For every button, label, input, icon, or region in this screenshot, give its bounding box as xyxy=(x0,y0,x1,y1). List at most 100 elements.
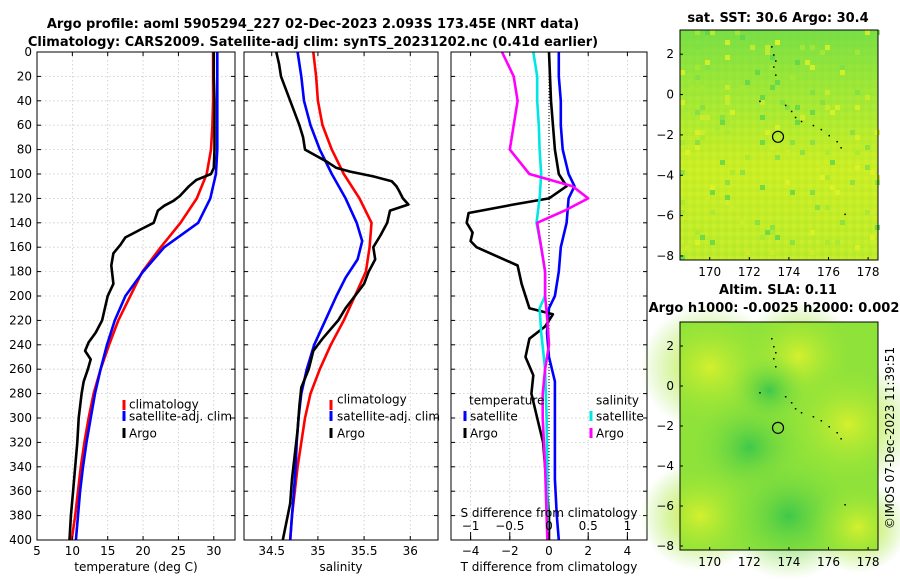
sst-cell xyxy=(725,120,730,125)
difference-xlabel-top: S difference from climatology xyxy=(461,506,638,520)
island-dot xyxy=(790,402,793,404)
sst-cell xyxy=(715,125,720,130)
sla-map-title-line1: Altim. SLA: 0.11 xyxy=(719,283,837,298)
sst-cell xyxy=(720,115,725,120)
x-tick-label: 170 xyxy=(698,265,721,279)
sst-cell xyxy=(725,200,730,205)
y-tick-label: 100 xyxy=(9,167,32,181)
sst-cell xyxy=(865,95,870,100)
island-dot xyxy=(820,128,823,131)
sst-cell xyxy=(700,135,705,140)
sst-cell xyxy=(865,30,870,35)
y-tick-label: −8 xyxy=(656,249,674,263)
sla-map-title-line2: Argo h1000: -0.0025 h2000: 0.002 xyxy=(649,301,900,316)
sst-cell xyxy=(870,170,875,175)
island-dot xyxy=(771,46,773,48)
sst-cell xyxy=(770,250,775,255)
y-tick-label: −2 xyxy=(656,128,674,142)
sst-cell xyxy=(705,115,710,120)
y-tick-label: −8 xyxy=(656,539,674,553)
sst-cell xyxy=(745,250,750,255)
sst-cell xyxy=(775,130,780,135)
x-tick-label: 15 xyxy=(100,544,115,558)
sst-cell xyxy=(725,85,730,90)
sst-cell xyxy=(855,150,860,155)
sst-cell xyxy=(865,100,870,105)
sst-cell xyxy=(700,115,705,120)
argo-position-marker xyxy=(771,421,785,434)
sst-cell xyxy=(825,240,830,245)
x-tick-label: 10 xyxy=(65,544,80,558)
sst-cell xyxy=(790,240,795,245)
sst-cell xyxy=(690,85,695,90)
sst-cell xyxy=(825,45,830,50)
sst-cell xyxy=(855,185,860,190)
series-line-t-satellite xyxy=(545,52,576,541)
x-tick-label: 20 xyxy=(135,544,150,558)
sst-cell xyxy=(810,65,815,70)
x-top-tick-label: 0.5 xyxy=(579,519,598,533)
island-dot xyxy=(840,147,842,149)
island-dot xyxy=(784,396,787,398)
island-dot xyxy=(836,432,838,434)
legend-label-climatology: climatology xyxy=(129,398,199,412)
island-dot xyxy=(812,416,815,418)
sst-cell xyxy=(865,210,870,215)
sst-cell xyxy=(735,30,740,35)
island-dot xyxy=(775,352,777,354)
sst-cell xyxy=(800,150,805,155)
sst-cell xyxy=(820,50,825,55)
sst-cell xyxy=(800,45,805,50)
sst-cell xyxy=(705,65,710,70)
y-tick-label: −6 xyxy=(656,499,674,513)
sst-cell xyxy=(700,130,705,135)
series-line-t-argo xyxy=(465,51,568,540)
sst-cell xyxy=(680,70,685,75)
sst-cell xyxy=(810,190,815,195)
sst-cell xyxy=(825,205,830,210)
sst-cell xyxy=(855,165,860,170)
legend-title-temperature: temperature xyxy=(469,394,544,408)
sst-cell xyxy=(850,180,855,185)
sst-cell xyxy=(820,175,825,180)
y-tick-label: 260 xyxy=(9,362,32,376)
sst-cell xyxy=(725,55,730,60)
temperature-legend: climatology satellite-adj. clim Argo xyxy=(122,398,232,441)
island-dot xyxy=(775,74,777,76)
y-tick-label: 120 xyxy=(9,191,32,205)
y-tick-label: 2 xyxy=(666,47,674,61)
salinity-xlabel: salinity xyxy=(319,560,362,574)
sst-cell xyxy=(710,30,715,35)
series-line-argo xyxy=(275,51,410,541)
sst-cell xyxy=(760,185,765,190)
sst-cell xyxy=(740,85,745,90)
x-tick-label: 0 xyxy=(545,544,553,558)
sst-map-title: sat. SST: 30.6 Argo: 30.4 xyxy=(687,11,868,26)
sst-cell xyxy=(695,145,700,150)
sst-cell xyxy=(710,185,715,190)
sst-cell xyxy=(775,80,780,85)
x-top-tick-label: 1 xyxy=(624,519,632,533)
sst-cell xyxy=(695,45,700,50)
sst-cell xyxy=(810,110,815,115)
sst-cell xyxy=(765,115,770,120)
island-dot xyxy=(773,358,775,360)
island-dot xyxy=(794,116,797,119)
y-tick-label: 280 xyxy=(9,387,32,401)
sst-cell xyxy=(870,240,875,245)
x-tick-label: 5 xyxy=(33,544,41,558)
argo-position-marker xyxy=(771,130,785,143)
sst-cell xyxy=(740,220,745,225)
sst-cell xyxy=(705,60,710,65)
y-tick-label: 380 xyxy=(9,509,32,523)
legend-label-t-argo: Argo xyxy=(470,427,498,441)
sst-cell xyxy=(755,70,760,75)
sst-cell xyxy=(700,235,705,240)
island-dot xyxy=(800,412,803,414)
island-dot xyxy=(836,140,838,143)
sst-cell xyxy=(770,145,775,150)
sst-cell xyxy=(795,120,800,125)
island-dot xyxy=(812,124,815,127)
x-tick-label: 174 xyxy=(777,555,800,569)
x-tick-label: 172 xyxy=(738,555,761,569)
